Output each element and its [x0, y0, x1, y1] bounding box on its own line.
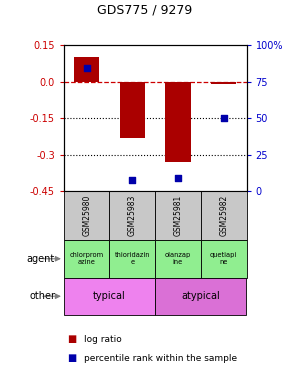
Bar	[110, 191, 155, 240]
Text: thioridazin
e: thioridazin e	[115, 252, 150, 265]
Bar	[64, 240, 110, 278]
Text: other: other	[29, 291, 55, 301]
Bar	[155, 240, 201, 278]
Bar	[211, 81, 236, 84]
Bar	[110, 240, 155, 278]
Bar	[64, 278, 155, 315]
Text: GSM25980: GSM25980	[82, 195, 91, 236]
Bar	[201, 191, 246, 240]
Text: typical: typical	[93, 291, 126, 301]
Bar	[74, 57, 99, 81]
Bar	[120, 81, 145, 138]
Bar	[64, 191, 110, 240]
Text: log ratio: log ratio	[84, 335, 122, 344]
Point	[130, 177, 135, 183]
Text: atypical: atypical	[182, 291, 220, 301]
Text: GSM25981: GSM25981	[173, 195, 182, 236]
Text: agent: agent	[27, 254, 55, 264]
Text: GSM25983: GSM25983	[128, 195, 137, 236]
Text: ■: ■	[67, 353, 76, 363]
Point	[221, 115, 226, 121]
Text: chlorprom
azine: chlorprom azine	[70, 252, 104, 265]
Text: percentile rank within the sample: percentile rank within the sample	[84, 354, 237, 363]
Point	[84, 65, 89, 71]
Text: GDS775 / 9279: GDS775 / 9279	[97, 4, 193, 17]
Bar	[155, 278, 246, 315]
Text: olanzap
ine: olanzap ine	[165, 252, 191, 265]
Text: ■: ■	[67, 334, 76, 344]
Bar	[165, 81, 191, 162]
Point	[176, 175, 180, 181]
Bar	[201, 240, 246, 278]
Bar	[155, 191, 201, 240]
Text: quetiapi
ne: quetiapi ne	[210, 252, 237, 265]
Text: GSM25982: GSM25982	[219, 195, 228, 236]
